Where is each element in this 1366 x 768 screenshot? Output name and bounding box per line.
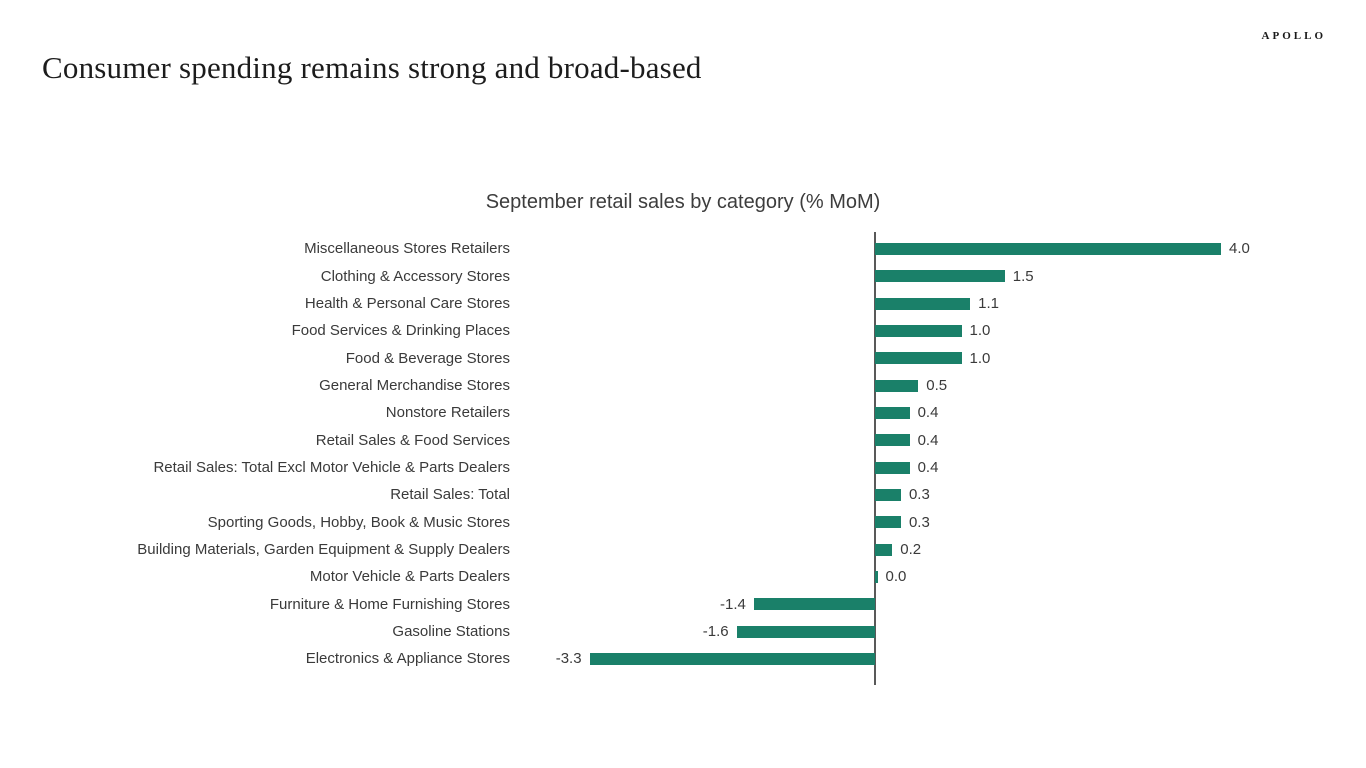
bar-row: Food Services & Drinking Places 1.0 (0, 317, 1366, 344)
bar-row: Food & Beverage Stores 1.0 (0, 345, 1366, 372)
bar-row: Motor Vehicle & Parts Dealers 0.0 (0, 563, 1366, 590)
bar (875, 270, 1005, 283)
category-label: Health & Personal Care Stores (304, 294, 510, 312)
value-label: -3.3 (555, 650, 582, 668)
bar (736, 625, 875, 638)
bar (875, 461, 910, 474)
category-label: Nonstore Retailers (385, 404, 510, 422)
zero-axis-line (874, 232, 876, 685)
bar-row: Retail Sales: Total Excl Motor Vehicle &… (0, 454, 1366, 481)
value-label: 0.2 (900, 540, 922, 558)
value-label: 1.1 (978, 294, 999, 312)
bar-row: Clothing & Accessory Stores 1.5 (0, 263, 1366, 290)
apollo-logo: APOLLO (1261, 30, 1326, 42)
bar-row: Furniture & Home Furnishing Stores -1.4 (0, 591, 1366, 618)
bar-row: Building Materials, Garden Equipment & S… (0, 536, 1366, 563)
value-label: 1.5 (1012, 267, 1034, 285)
value-label: 0.4 (917, 404, 939, 422)
category-label: Building Materials, Garden Equipment & S… (137, 540, 510, 558)
category-label: Clothing & Accessory Stores (320, 267, 510, 285)
bar (875, 570, 878, 583)
category-label: Retail Sales: Total (390, 486, 510, 504)
category-label: Miscellaneous Stores Retailers (304, 240, 510, 258)
category-label: Retail Sales: Total Excl Motor Vehicle &… (153, 458, 510, 476)
bar-row: Retail Sales: Total 0.3 (0, 481, 1366, 508)
value-label: 4.0 (1229, 240, 1250, 258)
bar-row: Gasoline Stations -1.6 (0, 618, 1366, 645)
value-label: 0.0 (885, 568, 907, 586)
bar (875, 324, 962, 337)
bar (875, 297, 971, 310)
bar (875, 242, 1221, 255)
category-label: Retail Sales & Food Services (315, 431, 510, 449)
category-label: Food & Beverage Stores (345, 349, 510, 367)
bar-row: Miscellaneous Stores Retailers 4.0 (0, 235, 1366, 262)
category-label: Sporting Goods, Hobby, Book & Music Stor… (207, 513, 510, 531)
value-label: 0.3 (908, 513, 930, 531)
bar (875, 434, 910, 447)
bar-row: Health & Personal Care Stores 1.1 (0, 290, 1366, 317)
page-title: Consumer spending remains strong and bro… (42, 50, 702, 85)
value-label: 0.4 (917, 458, 939, 476)
category-label: Electronics & Appliance Stores (305, 650, 510, 668)
bar-row: General Merchandise Stores 0.5 (0, 372, 1366, 399)
category-label: General Merchandise Stores (319, 376, 510, 394)
bar (875, 406, 910, 419)
category-label: Food Services & Drinking Places (291, 322, 510, 340)
chart-title: September retail sales by category (% Mo… (485, 191, 881, 213)
value-label: -1.4 (720, 595, 746, 613)
bar-row: Sporting Goods, Hobby, Book & Music Stor… (0, 509, 1366, 536)
value-label: 0.3 (908, 486, 930, 504)
bar-row: Retail Sales & Food Services 0.4 (0, 427, 1366, 454)
value-label: 0.5 (926, 376, 948, 394)
category-label: Furniture & Home Furnishing Stores (269, 595, 510, 613)
value-label: 1.0 (969, 322, 991, 340)
bar (875, 379, 919, 392)
bar (875, 543, 893, 556)
bar-row: Nonstore Retailers 0.4 (0, 399, 1366, 426)
bar (875, 352, 962, 365)
bar-row: Electronics & Appliance Stores -3.3 (0, 645, 1366, 672)
category-label: Motor Vehicle & Parts Dealers (309, 568, 510, 586)
bar (589, 652, 875, 665)
value-label: 0.4 (917, 431, 939, 449)
bar (753, 598, 875, 611)
bar (875, 516, 901, 529)
category-label: Gasoline Stations (392, 622, 510, 640)
value-label: -1.6 (702, 622, 729, 640)
value-label: 1.0 (969, 349, 991, 367)
bar (875, 488, 901, 501)
